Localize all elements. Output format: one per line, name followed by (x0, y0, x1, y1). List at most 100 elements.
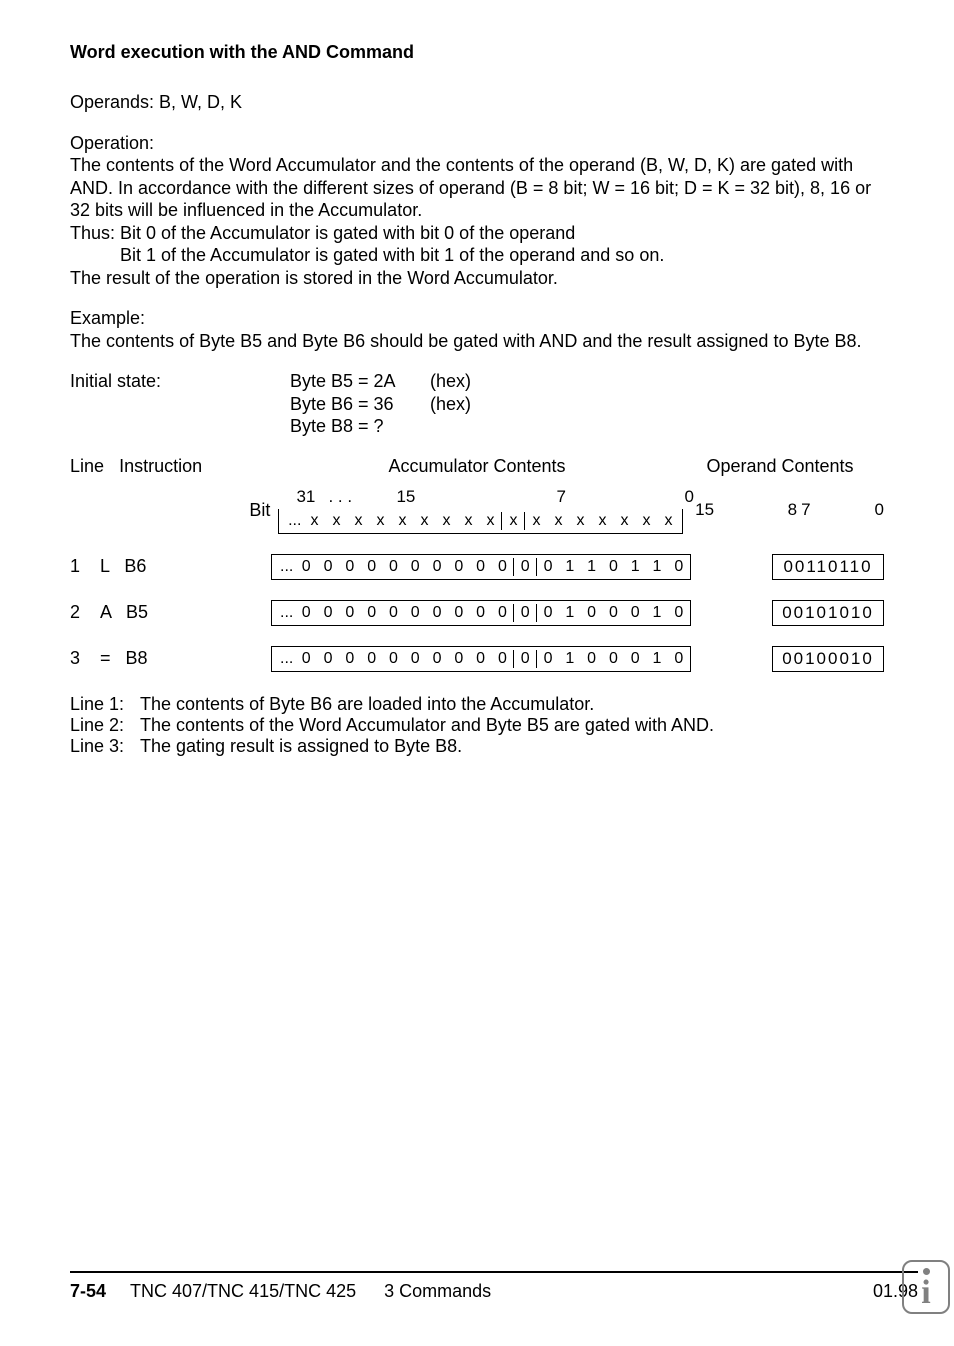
acc-bit-cell: 0 (513, 604, 536, 622)
acc-bit-cell: 0 (339, 604, 361, 622)
col-line-label: Line (70, 456, 104, 476)
footer-model: TNC 407/TNC 415/TNC 425 (130, 1281, 356, 1302)
acc-bit-cell: 0 (603, 604, 625, 622)
example-text: The contents of Byte B5 and Byte B6 shou… (70, 330, 884, 353)
row-line-number: 1 (70, 556, 100, 577)
row-instruction: = B8 (100, 648, 226, 669)
acc-bit-cell: 0 (339, 650, 361, 668)
bit-number-row: Bit 31 . . . 15 7 0 ...xxxxxxxxxxxxxxxxx… (70, 487, 884, 534)
acc-bit-cell: 0 (317, 604, 339, 622)
acc-bit-cell: 0 (426, 604, 448, 622)
bit-num-dots: . . . (328, 487, 352, 507)
acc-bit-cell: 0 (581, 650, 603, 668)
acc-bit-cell: x (479, 512, 501, 530)
acc-bit-cell: 0 (404, 558, 426, 576)
example-heading: Example: (70, 307, 884, 330)
acc-bit-cell: x (591, 512, 613, 530)
page-footer: 7-54 TNC 407/TNC 415/TNC 425 3 Commands … (70, 1271, 918, 1302)
explanation-lines: Line 1: The contents of Byte B6 are load… (70, 694, 884, 757)
op-num-7: 7 (797, 500, 819, 520)
acc-bit-cell: 0 (295, 604, 317, 622)
acc-bit-cell: x (501, 512, 524, 530)
bit-table: Bit 31 . . . 15 7 0 ...xxxxxxxxxxxxxxxxx… (70, 487, 884, 672)
operand-box: 00100010 (772, 646, 884, 672)
acc-bit-cell: x (391, 512, 413, 530)
acc-bit-cell: x (347, 512, 369, 530)
footer-section: 3 Commands (384, 1281, 491, 1302)
acc-bit-cell: x (369, 512, 391, 530)
acc-bit-cell: 0 (603, 650, 625, 668)
acc-bit-cell: 0 (603, 558, 625, 576)
acc-bit-cell: 0 (624, 650, 646, 668)
acc-bit-cell: 0 (470, 604, 492, 622)
acc-box: ...000000000000100010 (271, 600, 691, 626)
acc-bit-cell: 0 (448, 604, 470, 622)
row-instruction: L B6 (100, 556, 226, 577)
acc-bit-cell: x (635, 512, 657, 530)
bit-num-31: 31 (296, 487, 315, 507)
acc-bit-cell: 0 (361, 650, 383, 668)
thus-label: Thus: (70, 222, 120, 245)
acc-bit-cell: 0 (668, 604, 690, 622)
note2-text: The contents of the Word Accumulator and… (140, 715, 714, 736)
initial-state-values: Byte B5 = 2A (hex) Byte B6 = 36 (hex) By… (290, 370, 884, 438)
row-line-number: 2 (70, 602, 100, 623)
acc-bit-cell: 0 (448, 558, 470, 576)
acc-bit-cell: 0 (317, 650, 339, 668)
acc-bit-cell: 0 (383, 558, 405, 576)
acc-bit-cell: 1 (646, 604, 668, 622)
table-column-headings: Line Instruction Accumulator Contents Op… (70, 456, 884, 477)
operation-paragraph-2: The result of the operation is stored in… (70, 267, 884, 290)
col-instruction-label: Instruction (119, 456, 202, 476)
row-line-number: 3 (70, 648, 100, 669)
initial-state-label: Initial state: (70, 370, 290, 438)
acc-bit-cell: 0 (536, 604, 559, 622)
acc-bit-cell: 0 (492, 558, 514, 576)
table-row: 3= B8 ...000000000000100010 00100010 (70, 646, 884, 672)
initial-b6: Byte B6 = 36 (290, 393, 430, 416)
acc-bit-cell: x (303, 512, 325, 530)
section-title: Word execution with the AND Command (70, 42, 884, 63)
acc-bit-cell: 0 (317, 558, 339, 576)
acc-bit-cell: 0 (295, 650, 317, 668)
acc-box: ...000000000000110110 (271, 554, 691, 580)
table-row: 1L B6...00000000000011011000110110 (70, 554, 884, 580)
acc-bit-cell: 0 (426, 650, 448, 668)
thus-line-2: Bit 1 of the Accumulator is gated with b… (120, 244, 664, 267)
acc-bit-cell: 0 (513, 558, 536, 576)
thus-block: Thus: Bit 0 of the Accumulator is gated … (70, 222, 664, 267)
acc-bit-cell: 0 (295, 558, 317, 576)
acc-bit-cell: 0 (624, 604, 646, 622)
col-operand-label: Operand Contents (676, 456, 884, 477)
acc-bit-cell: 0 (668, 650, 690, 668)
acc-bit-cell: 1 (559, 650, 581, 668)
acc-bit-numbers: 31 . . . 15 7 0 (278, 487, 683, 509)
operand-box: 00101010 (772, 600, 884, 626)
acc-bit-cell: 0 (361, 604, 383, 622)
acc-bit-cell: x (569, 512, 591, 530)
acc-bit-cell: 0 (383, 650, 405, 668)
info-icon[interactable]: i (902, 1260, 950, 1314)
operand-bit-numbers: 15 8 7 0 (695, 500, 884, 520)
op-num-15: 15 (695, 500, 735, 520)
row-instruction: A B5 (100, 602, 226, 623)
acc-bit-cell: x (457, 512, 479, 530)
acc-prefix: ... (279, 512, 303, 530)
thus-empty (70, 244, 120, 267)
acc-bit-cell: x (325, 512, 347, 530)
initial-b6-hex: (hex) (430, 393, 471, 416)
acc-box: ...000000000000100010 (271, 646, 691, 672)
acc-bit-cell: 0 (448, 650, 470, 668)
acc-bit-cell: x (547, 512, 569, 530)
note3-text: The gating result is assigned to Byte B8… (140, 736, 462, 757)
operation-block: Operation: The contents of the Word Accu… (70, 132, 884, 290)
col-accum-label: Accumulator Contents (278, 456, 676, 477)
bit-num-7: 7 (556, 487, 565, 507)
op-num-8: 8 (735, 500, 797, 520)
acc-bit-cell: 0 (361, 558, 383, 576)
acc-bit-cell: 0 (470, 650, 492, 668)
acc-bit-cell: 0 (404, 604, 426, 622)
table-row: 2A B5 ...000000000000100010 00101010 (70, 600, 884, 626)
acc-bit-cell: 1 (581, 558, 603, 576)
initial-b8: Byte B8 = ? (290, 416, 384, 436)
